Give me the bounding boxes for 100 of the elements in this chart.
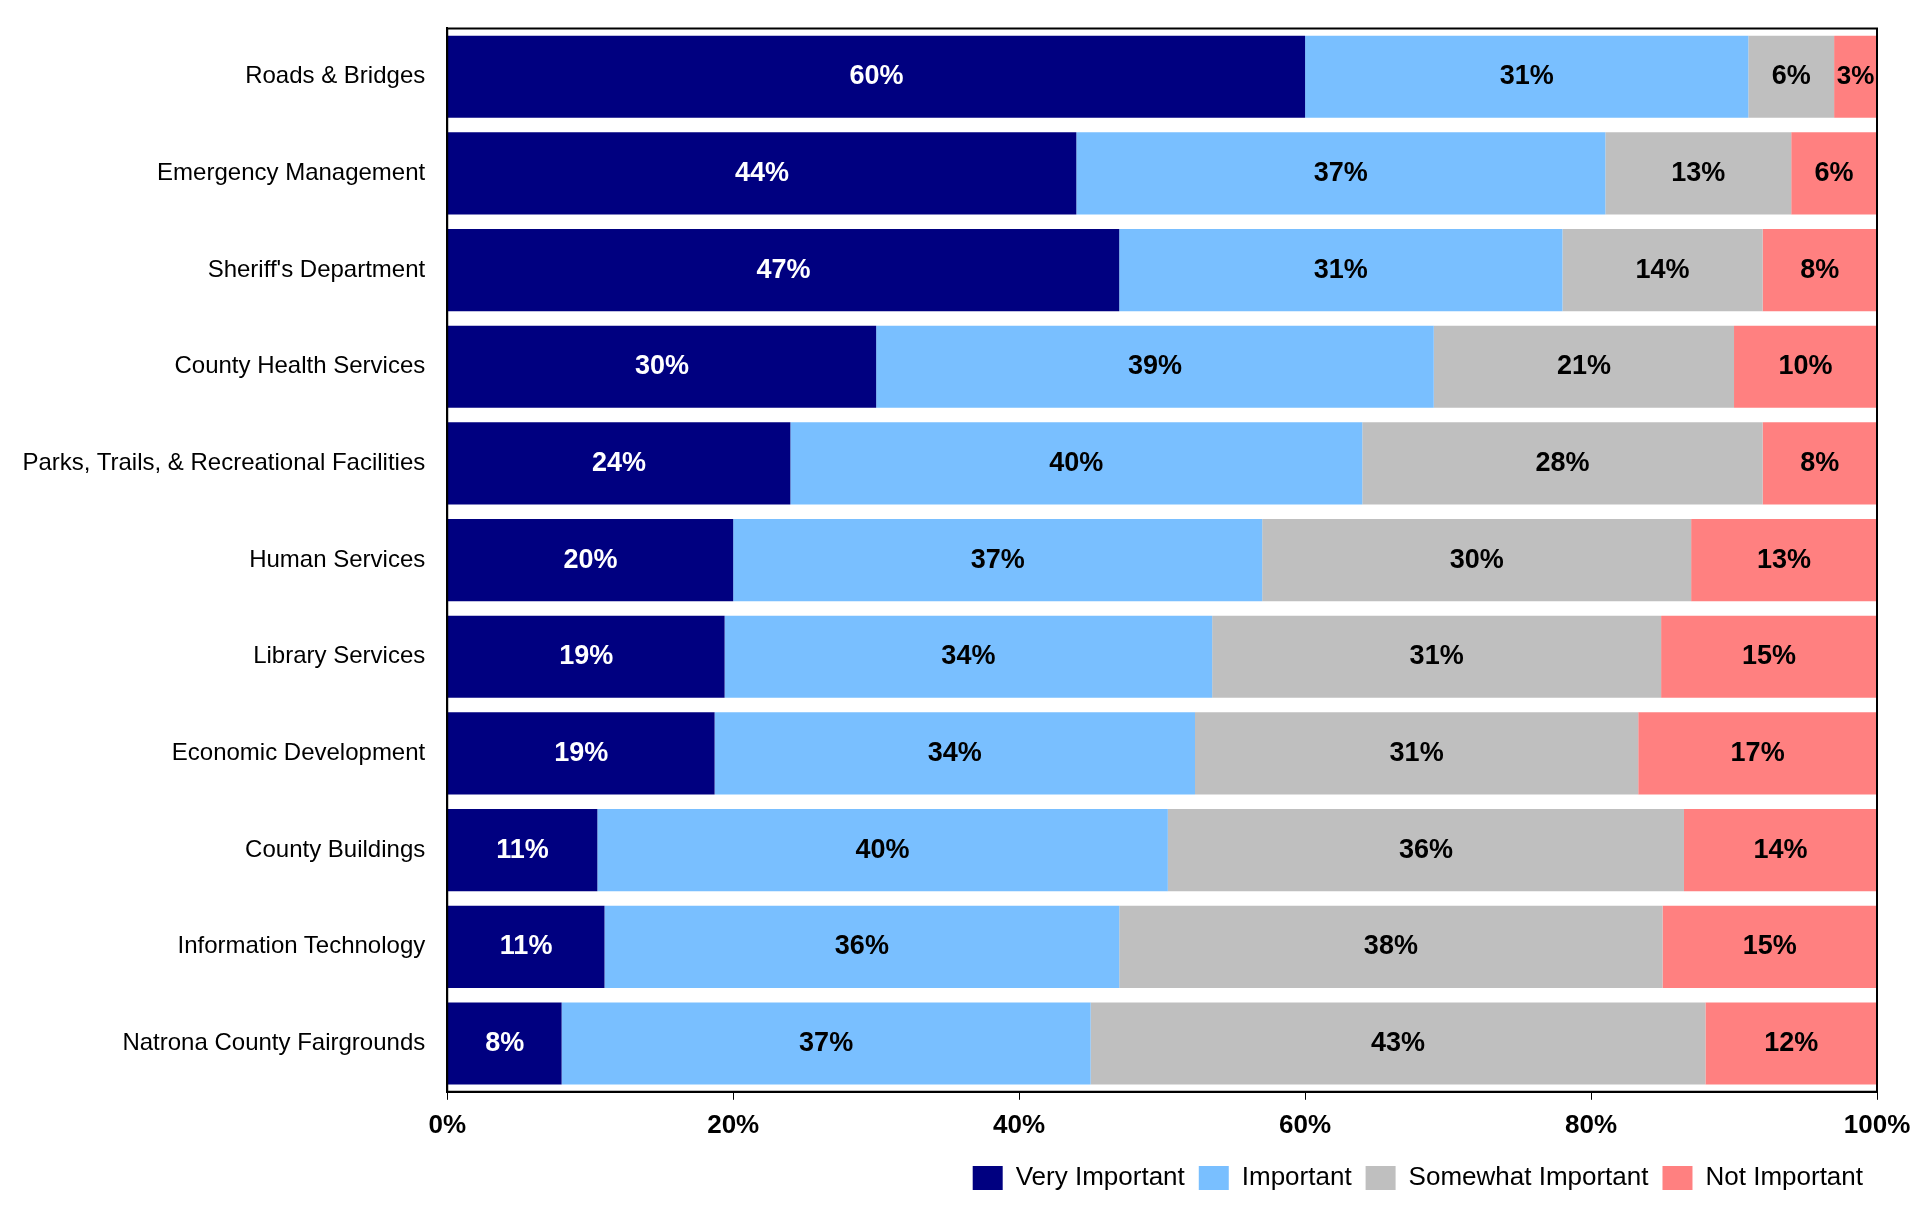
- data-label: 6%: [1771, 60, 1811, 91]
- data-label: 36%: [1398, 833, 1453, 864]
- data-label: 31%: [1313, 253, 1368, 284]
- bar: [1791, 132, 1877, 215]
- bar: [724, 615, 1213, 698]
- x-tick-label: 60%: [1279, 1108, 1332, 1139]
- bar: [1762, 229, 1877, 312]
- data-label: 11%: [496, 833, 549, 864]
- data-label: 19%: [554, 736, 609, 767]
- bar: [447, 712, 715, 795]
- data-label: 11%: [499, 930, 553, 961]
- bar: [561, 1002, 1091, 1085]
- data-label: 34%: [941, 640, 996, 671]
- data-label: 8%: [1800, 253, 1840, 284]
- bar: [790, 422, 1363, 505]
- bar: [1661, 615, 1877, 698]
- data-label: 30%: [634, 350, 689, 381]
- data-label: 19%: [559, 640, 614, 671]
- bar: [1119, 905, 1663, 988]
- bar: [447, 132, 1077, 215]
- data-label: 37%: [1313, 156, 1368, 187]
- bar: [447, 229, 1120, 312]
- bar: [604, 905, 1120, 988]
- bar: [1195, 712, 1639, 795]
- x-tick-label: 40%: [993, 1108, 1046, 1139]
- data-label: 14%: [1753, 833, 1808, 864]
- data-label: 15%: [1742, 640, 1797, 671]
- data-label: 39%: [1127, 350, 1182, 381]
- bar: [1562, 229, 1763, 312]
- data-label: 38%: [1363, 930, 1418, 961]
- data-label: 31%: [1499, 60, 1554, 91]
- data-label: 60%: [849, 60, 904, 91]
- data-label: 12%: [1764, 1026, 1819, 1057]
- legend-label: Very Important: [1015, 1161, 1186, 1192]
- x-tick-label: 100%: [1843, 1108, 1911, 1139]
- bar: [1433, 325, 1735, 408]
- bar: [1305, 35, 1749, 118]
- bar: [1090, 1002, 1706, 1085]
- data-label: 17%: [1730, 736, 1785, 767]
- x-tick-label: 80%: [1565, 1108, 1618, 1139]
- y-tick-label: County Health Services: [174, 351, 426, 379]
- bar: [1762, 422, 1877, 505]
- bar: [1734, 325, 1877, 408]
- bar: [876, 325, 1434, 408]
- data-label: 36%: [834, 930, 889, 961]
- data-label: 47%: [756, 253, 811, 284]
- y-tick-label: Emergency Management: [157, 158, 426, 186]
- bar: [1683, 809, 1877, 892]
- data-label: 43%: [1371, 1026, 1426, 1057]
- data-label: 13%: [1757, 543, 1812, 574]
- bar: [1638, 712, 1877, 795]
- x-tick-label: 20%: [707, 1108, 760, 1139]
- data-label: 21%: [1556, 350, 1611, 381]
- bar: [733, 519, 1263, 602]
- bar: [1119, 229, 1563, 312]
- bar: [447, 809, 598, 892]
- data-label: 40%: [855, 833, 910, 864]
- x-tick-label: 0%: [428, 1108, 467, 1139]
- bar: [1662, 905, 1877, 988]
- bar: [1691, 519, 1877, 602]
- data-label: 34%: [927, 736, 982, 767]
- y-tick-label: Information Technology: [177, 931, 426, 959]
- data-label: 15%: [1742, 930, 1797, 961]
- legend-label: Not Important: [1705, 1161, 1864, 1192]
- data-label: 30%: [1449, 543, 1504, 574]
- data-label: 8%: [1800, 446, 1840, 477]
- y-tick-label: Parks, Trails, & Recreational Facilities: [22, 448, 426, 476]
- y-tick-label: County Buildings: [245, 834, 426, 862]
- data-label: 14%: [1635, 253, 1690, 284]
- bar: [447, 35, 1306, 118]
- bar: [597, 809, 1168, 892]
- data-label: 37%: [970, 543, 1025, 574]
- data-label: 31%: [1409, 640, 1464, 671]
- bar: [447, 615, 725, 698]
- bar: [1212, 615, 1662, 698]
- bar: [1167, 809, 1684, 892]
- bar: [447, 1002, 562, 1085]
- bar: [447, 905, 605, 988]
- bar: [1262, 519, 1692, 602]
- data-label: 40%: [1049, 446, 1104, 477]
- data-label: 8%: [485, 1026, 525, 1057]
- bar: [714, 712, 1195, 795]
- y-tick-label: Economic Development: [171, 738, 426, 766]
- bar: [1705, 1002, 1877, 1085]
- bar: [447, 519, 734, 602]
- y-tick-label: Sheriff's Department: [207, 254, 426, 282]
- data-label: 44%: [735, 156, 790, 187]
- bar: [447, 325, 877, 408]
- y-tick-label: Human Services: [249, 544, 426, 572]
- data-label: 28%: [1535, 446, 1590, 477]
- bar: [447, 422, 791, 505]
- bar: [1605, 132, 1792, 215]
- data-label: 20%: [563, 543, 618, 574]
- bar: [1362, 422, 1763, 505]
- legend-label: Somewhat Important: [1408, 1161, 1650, 1192]
- data-label: 6%: [1814, 156, 1854, 187]
- y-tick-label: Natrona County Fairgrounds: [122, 1028, 426, 1056]
- bar: [1076, 132, 1606, 215]
- bar: [1748, 35, 1835, 118]
- data-label: 31%: [1389, 736, 1444, 767]
